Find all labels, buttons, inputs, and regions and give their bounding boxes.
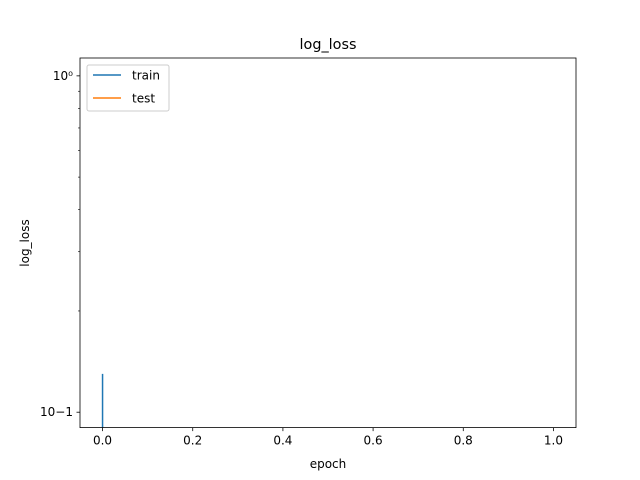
x-tick-label: 0.2 [183,434,202,448]
legend-frame [86,64,170,112]
chart-title: log_loss [300,37,357,53]
axes-frame [79,57,577,429]
x-tick-label: 0.4 [273,434,292,448]
x-tick-label: 0.6 [364,434,383,448]
x-tick-label: 0.0 [93,434,112,448]
y-axis-label: log_loss [18,219,32,266]
x-tick-label: 1.0 [544,434,563,448]
legend-label-test: test [132,92,155,106]
legend-label-train: train [132,69,160,83]
x-axis-label: epoch [310,457,347,471]
y-tick-label: 10−1 [40,405,73,419]
legend: train test [86,64,170,112]
y-tick-label: 10⁰ [53,69,73,83]
x-tick-label: 0.8 [454,434,473,448]
